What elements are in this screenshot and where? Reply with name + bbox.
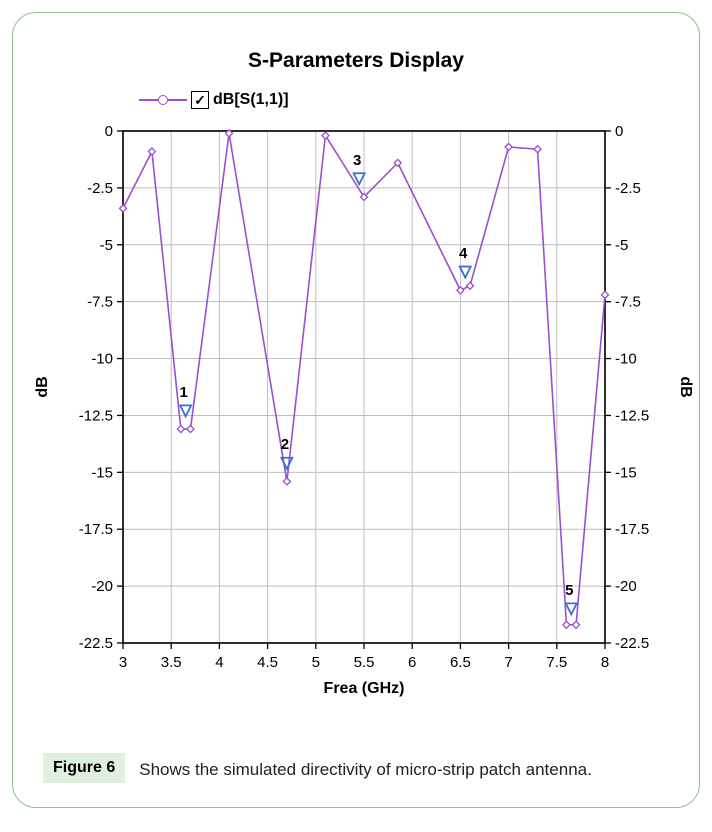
svg-text:-5: -5: [615, 237, 628, 254]
svg-text:5.5: 5.5: [354, 654, 375, 671]
svg-text:4.5: 4.5: [257, 654, 278, 671]
svg-text:8: 8: [601, 654, 609, 671]
chart-plot-area: 3 3.5 4 4.5 5 5.5 6 6.5 7 7.5 8 0 0 -2.5 -2.5 -5 -5 -7.5 -…: [13, 113, 700, 723]
svg-text:0: 0: [615, 123, 623, 140]
legend-line-sample: [139, 99, 187, 101]
svg-text:-22.5: -22.5: [615, 635, 649, 652]
svg-text:6.5: 6.5: [450, 654, 471, 671]
svg-text:3.5: 3.5: [161, 654, 182, 671]
figure-label-badge: Figure 6: [43, 753, 125, 783]
svg-text:1: 1: [179, 384, 187, 401]
svg-text:0: 0: [105, 123, 113, 140]
svg-text:3: 3: [353, 152, 361, 169]
svg-text:7.5: 7.5: [546, 654, 567, 671]
svg-text:-17.5: -17.5: [79, 521, 113, 538]
svg-text:-10: -10: [615, 351, 637, 368]
legend-checkbox[interactable]: ✓: [191, 91, 209, 109]
svg-text:-5: -5: [100, 237, 113, 254]
svg-text:-17.5: -17.5: [615, 521, 649, 538]
figure-card: S-Parameters Display ✓ dB[S(1,1)] 3 3.5 4 4…: [12, 12, 700, 808]
svg-text:dB: dB: [677, 376, 694, 397]
svg-text:5: 5: [312, 654, 320, 671]
legend-label: dB[S(1,1)]: [213, 91, 289, 109]
svg-text:-15: -15: [91, 464, 113, 481]
svg-text:4: 4: [459, 245, 468, 262]
svg-text:3: 3: [119, 654, 127, 671]
svg-text:Frea (GHz): Frea (GHz): [324, 680, 405, 697]
svg-text:4: 4: [215, 654, 223, 671]
svg-text:-2.5: -2.5: [87, 180, 113, 197]
svg-text:-7.5: -7.5: [615, 294, 641, 311]
figure-caption: Figure 6 Shows the simulated directivity…: [43, 753, 669, 783]
chart-title: S-Parameters Display: [13, 49, 699, 73]
caption-text: Shows the simulated directivity of micro…: [139, 753, 669, 783]
svg-text:-20: -20: [615, 578, 637, 595]
svg-text:5: 5: [565, 582, 573, 599]
svg-text:-10: -10: [91, 351, 113, 368]
svg-text:dB: dB: [34, 376, 51, 397]
svg-text:-12.5: -12.5: [615, 407, 649, 424]
svg-text:-12.5: -12.5: [79, 407, 113, 424]
svg-text:7: 7: [504, 654, 512, 671]
svg-text:-2.5: -2.5: [615, 180, 641, 197]
svg-text:6: 6: [408, 654, 416, 671]
svg-text:2: 2: [281, 436, 289, 453]
svg-text:-20: -20: [91, 578, 113, 595]
svg-text:-22.5: -22.5: [79, 635, 113, 652]
svg-text:-15: -15: [615, 464, 637, 481]
chart-svg: 3 3.5 4 4.5 5 5.5 6 6.5 7 7.5 8 0 0 -2.5 -2.5 -5 -5 -7.5 -…: [13, 113, 700, 723]
legend: ✓ dB[S(1,1)]: [139, 91, 289, 109]
svg-text:-7.5: -7.5: [87, 294, 113, 311]
